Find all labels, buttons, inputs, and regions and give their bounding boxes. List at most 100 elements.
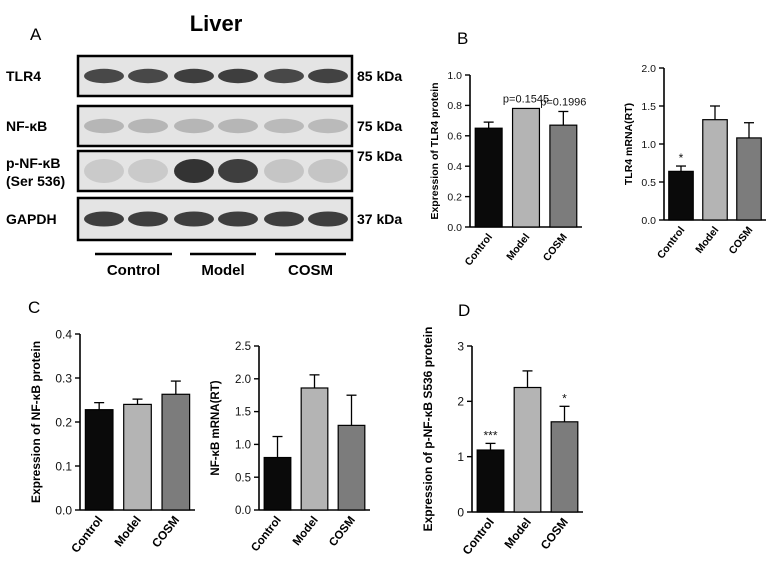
bar <box>300 387 329 511</box>
chart-tlr4-protein: 0.0 0.2 0.4 0.6 0.8 1.0 Expression of TLR4 pro… <box>429 70 586 268</box>
y-axis-label: Expression of TLR4 protein <box>429 82 441 219</box>
y-tick-label: 1.5 <box>235 407 251 419</box>
y-tick-label: 1.0 <box>447 70 462 82</box>
bar <box>550 421 579 513</box>
y-tick-label: 0.4 <box>447 161 462 173</box>
blot-band <box>218 68 258 84</box>
category-label: Control <box>249 514 284 554</box>
significance-label: * <box>679 151 684 165</box>
blot-band <box>84 118 124 134</box>
y-tick-label: 0.1 <box>55 459 72 473</box>
category-label: Control <box>463 231 495 268</box>
y-axis-label: Expression of NF-κB protein <box>29 341 43 503</box>
blot-row: GAPDH 37 kDa <box>6 196 402 242</box>
category-label: COSM <box>541 231 570 263</box>
y-tick-label: 1 <box>457 450 464 464</box>
blot-band <box>174 211 214 227</box>
significance-label: p=0.1545 <box>503 93 549 105</box>
bar <box>337 424 366 511</box>
blot-band <box>218 211 258 227</box>
blot-group-label: Control <box>107 262 160 279</box>
y-tick-label: 0.6 <box>447 131 462 143</box>
category-label: Control <box>655 224 687 261</box>
bar <box>161 393 191 511</box>
blot-band <box>128 68 168 84</box>
category-label: Model <box>291 514 321 548</box>
blot-group-label: COSM <box>288 262 333 279</box>
panel-letter-a: A <box>30 25 42 44</box>
blot-title: Liver <box>190 11 243 36</box>
blot-band <box>174 118 214 134</box>
y-tick-label: 0.0 <box>55 503 72 517</box>
y-tick-label: 2.5 <box>235 341 251 353</box>
blot-band <box>128 211 168 227</box>
y-tick-label: 0.0 <box>641 215 656 227</box>
y-tick-label: 2.0 <box>235 374 251 386</box>
blot-row-label: GAPDH <box>6 211 57 227</box>
blot-row: p-NF-κB (Ser 536) 75 kDa <box>6 148 402 193</box>
y-tick-label: 0.8 <box>447 100 462 112</box>
bar <box>263 456 292 511</box>
blot-group-label: Model <box>201 262 244 279</box>
blot-rows: TLR4 85 kDa NF-κB 75 kDa p-NF-κB (Ser 536) 75 … <box>6 54 402 242</box>
blot-row-label: TLR4 <box>6 68 41 84</box>
blot-row-label: p-NF-κB <box>6 155 60 171</box>
y-tick-label: 0 <box>457 505 464 519</box>
category-label: COSM <box>727 224 756 256</box>
blot-row: TLR4 85 kDa <box>6 54 402 98</box>
category-label: Control <box>460 515 497 557</box>
chart-nfkb-mrna: 0.0 0.5 1.0 1.5 2.0 2.5 NF-κB mRNA(RT) Control M… <box>210 341 370 554</box>
y-axis-label: TLR4 mRNA(RT) <box>623 103 635 185</box>
category-label: Model <box>693 224 721 255</box>
blot-box <box>76 149 354 193</box>
blot-band <box>264 68 304 84</box>
blot-band <box>84 211 124 227</box>
blot-band <box>128 118 168 134</box>
western-blot-panel: Liver TLR4 85 kDa NF-κB 75 kDa p-NF-κB (Ser 5… <box>6 11 402 279</box>
bar <box>84 409 114 511</box>
blot-groups: Control Model COSM <box>95 252 346 279</box>
blot-band <box>308 68 348 84</box>
blot-band <box>218 159 258 183</box>
significance-label: * <box>562 391 567 405</box>
y-tick-label: 0.0 <box>447 222 462 234</box>
blot-kda-label: 85 kDa <box>357 68 402 84</box>
y-tick-label: 1.5 <box>641 101 656 113</box>
y-tick-label: 0.3 <box>55 371 72 385</box>
blot-kda-label: 75 kDa <box>357 148 402 164</box>
y-tick-label: 0.2 <box>447 191 462 203</box>
y-axis-label: Expression of p-NF-κB S536 protein <box>421 327 435 532</box>
blot-band <box>84 68 124 84</box>
blot-band <box>308 118 348 134</box>
blot-kda-label: 75 kDa <box>357 118 402 134</box>
blot-band <box>128 159 168 183</box>
blot-band <box>308 211 348 227</box>
panel-letter-d: D <box>458 301 470 320</box>
y-axis-label: NF-κB mRNA(RT) <box>210 380 222 475</box>
blot-band <box>84 159 124 183</box>
y-tick-label: 0.4 <box>55 327 72 341</box>
category-label: COSM <box>538 515 571 552</box>
bar <box>668 170 694 221</box>
chart-tlr4-mrna: 0.0 0.5 1.0 1.5 2.0 TLR4 mRNA(RT) * Control Mode… <box>623 63 766 261</box>
category-label: COSM <box>149 513 182 550</box>
bar <box>513 386 542 513</box>
panel-letter-b: B <box>457 29 468 48</box>
y-tick-label: 2 <box>457 395 464 409</box>
blot-row-label: (Ser 536) <box>6 173 65 189</box>
category-label: Model <box>111 513 143 549</box>
significance-label: p=0.1996 <box>540 96 586 108</box>
blot-kda-label: 37 kDa <box>357 211 402 227</box>
blot-band <box>264 159 304 183</box>
blot-band <box>264 211 304 227</box>
y-tick-label: 0.2 <box>55 415 72 429</box>
blot-row: NF-κB 75 kDa <box>6 104 402 148</box>
category-label: COSM <box>327 514 358 549</box>
y-tick-label: 3 <box>457 339 464 353</box>
blot-band <box>174 159 214 183</box>
y-tick-label: 0.5 <box>235 472 251 484</box>
significance-label: *** <box>483 428 497 442</box>
y-tick-label: 0.0 <box>235 505 251 517</box>
